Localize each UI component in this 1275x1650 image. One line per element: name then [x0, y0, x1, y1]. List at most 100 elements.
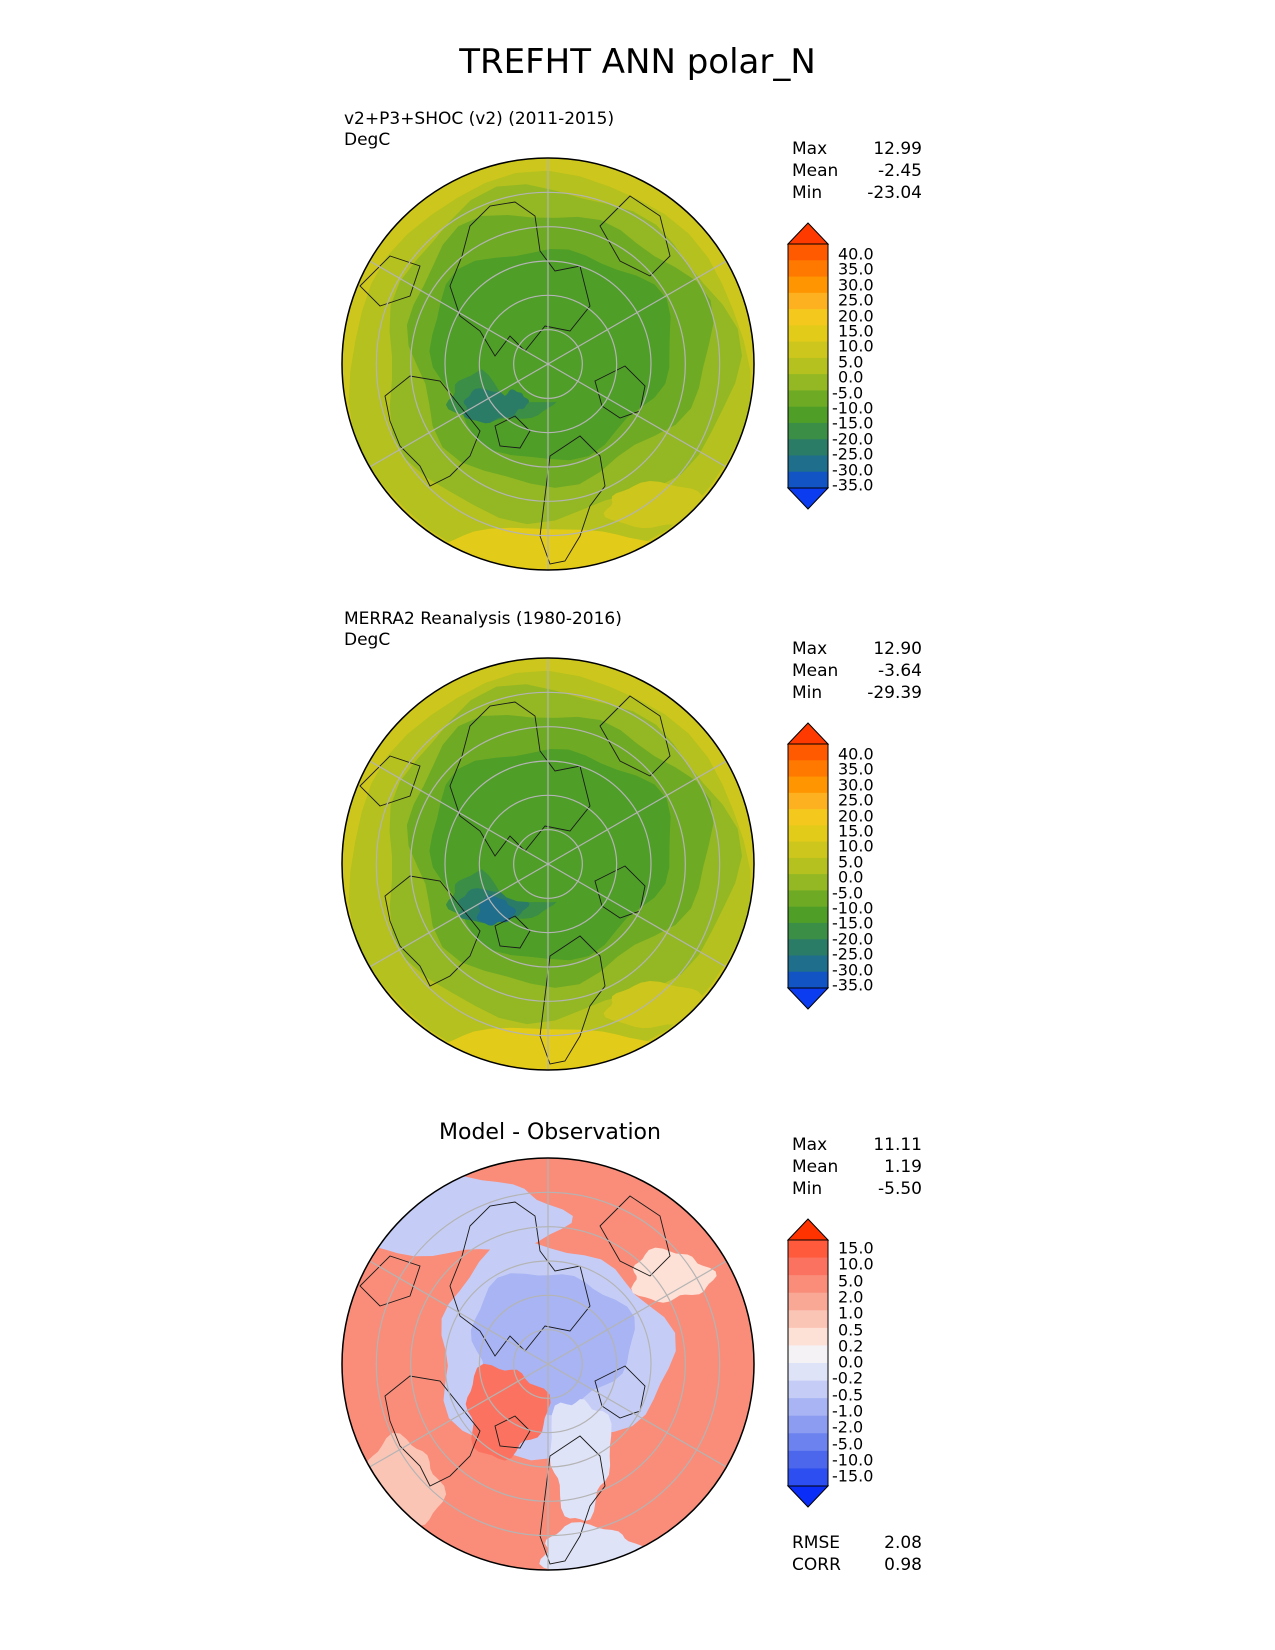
colorbar-segment [788, 1345, 828, 1364]
field-contour [432, 527, 679, 570]
colorbar-tick-label: -10.0 [832, 1450, 874, 1470]
colorbar-tick-label: 15.0 [838, 1238, 874, 1258]
stat-label: Mean [792, 661, 839, 681]
colorbar-segment [788, 1363, 828, 1382]
colorbar-segment [788, 809, 828, 826]
map-boundary [341, 1157, 755, 1571]
field-contour [502, 389, 530, 412]
figure-title: TREFHT ANN polar_N [459, 42, 816, 82]
model-polar-map [341, 157, 755, 571]
colorbar-tick-label: -20.0 [832, 929, 874, 949]
colorbar-tick-label: -25.0 [832, 444, 874, 464]
meridian-line [369, 863, 549, 968]
colorbar-tick-label: -10.0 [832, 398, 874, 418]
colorbar-bottom-extend [786, 1485, 830, 1508]
meridian-line [547, 260, 727, 365]
rmse-value: 2.08 [884, 1533, 922, 1553]
stat-label: Max [792, 639, 828, 659]
field-contour [469, 292, 610, 403]
metric-label: RMSE [792, 1533, 841, 1553]
colorbar-segment [788, 244, 828, 261]
model-stats: Max 12.99 Mean -2.45 Min -23.04 [792, 138, 922, 204]
colorbar-segment [788, 1327, 828, 1346]
field-contour [631, 1247, 717, 1303]
diff-polar-map [341, 1157, 755, 1571]
meridian-line [369, 1260, 549, 1365]
coastline [384, 375, 481, 487]
colorbar-segment [788, 471, 828, 489]
stat-max-value: 12.99 [873, 139, 922, 159]
stat-max-value: 11.11 [873, 1135, 922, 1155]
coastline [359, 1255, 421, 1307]
colorbar-tick-label: 30.0 [838, 275, 874, 295]
diff-stats: Max 11.11 Mean 1.19 Min -5.50 [792, 1134, 922, 1200]
colorbar-tick-label: -30.0 [832, 960, 874, 980]
coastline [359, 755, 421, 807]
stat-mean-value: 1.19 [884, 1157, 922, 1177]
field-contour [465, 1363, 551, 1461]
colorbar-segment [788, 1380, 828, 1399]
colorbar-segment [788, 374, 828, 391]
meridian-line [547, 1260, 727, 1365]
metric-label: CORR [792, 1555, 841, 1575]
stat-label: Max [792, 139, 828, 159]
coastline [449, 701, 591, 857]
colorbar-segment [788, 857, 828, 875]
colorbar-tick-label: 0.5 [838, 1320, 864, 1339]
obs-stats: Max 12.90 Mean -3.64 Min -29.39 [792, 638, 922, 704]
field-contour [549, 1399, 612, 1522]
map-boundary [341, 657, 755, 1071]
colorbar-tick-label: 30.0 [838, 775, 874, 795]
colorbar-tick-label: -5.0 [832, 383, 864, 403]
colorbar-segment [788, 1292, 828, 1311]
colorbar-segment [788, 825, 828, 843]
colorbar-tick-label: 20.0 [838, 806, 874, 826]
colorbar-top-extend [786, 722, 830, 745]
colorbar-tick-label: 2.0 [838, 1287, 864, 1307]
field-contour [432, 1027, 679, 1070]
colorbar-segment [788, 292, 828, 310]
colorbar-segment [788, 1450, 828, 1469]
diff-panel-title: Model - Observation [439, 1120, 661, 1145]
colorbar-tick-label: 5.0 [838, 1271, 864, 1291]
colorbar-segment [788, 260, 828, 278]
colorbar-tick-label: -20.0 [832, 429, 874, 449]
coastline [539, 1435, 606, 1565]
diff-panel: Model - Observation Max 11.11 Mean 1.19 Mi… [0, 1120, 1275, 1590]
colorbar-tick-label: 15.0 [838, 821, 874, 841]
colorbar-frame [787, 243, 829, 489]
colorbar-tick-label: 20.0 [838, 306, 874, 326]
colorbar-tick-label: -10.0 [832, 898, 874, 918]
colorbar-segment [788, 890, 828, 908]
colorbar-tick-label: 0.0 [838, 1352, 864, 1372]
stat-label: Mean [792, 161, 839, 181]
colorbar-bottom-extend [786, 987, 830, 1010]
colorbar-segment [788, 922, 828, 940]
coastline [384, 875, 481, 987]
colorbar-tick-label: 5.0 [838, 352, 864, 372]
colorbar-segment [788, 841, 828, 859]
model-panel: v2+P3+SHOC (v2) (2011-2015) DegC Max 12.9… [0, 108, 1275, 578]
colorbar-tick-label: 0.0 [838, 867, 864, 887]
coastline [599, 195, 671, 277]
colorbar-segment [788, 341, 828, 359]
model-panel-title: v2+P3+SHOC (v2) (2011-2015) [344, 109, 615, 129]
colorbar-segment [788, 439, 828, 456]
meridian-line [369, 760, 549, 865]
colorbar-segment [788, 1257, 828, 1276]
meridian-line [547, 863, 727, 968]
colorbar-frame [787, 743, 829, 989]
colorbar-tick-label: 35.0 [838, 759, 874, 779]
coastline [494, 915, 531, 949]
coastline [539, 435, 606, 565]
stat-min-value: -5.50 [878, 1179, 922, 1199]
meridian-line [547, 760, 727, 865]
colorbar-segment [788, 939, 828, 956]
colorbar-segment [788, 1275, 828, 1294]
obs-panel-title: MERRA2 Reanalysis (1980-2016) [344, 609, 622, 629]
coastline [599, 1195, 671, 1277]
colorbar-tick-label: -5.0 [832, 1434, 864, 1454]
obs-panel: MERRA2 Reanalysis (1980-2016) DegC Max 12… [0, 608, 1275, 1078]
colorbar-segment [788, 357, 828, 375]
colorbar-segment [788, 1468, 828, 1487]
